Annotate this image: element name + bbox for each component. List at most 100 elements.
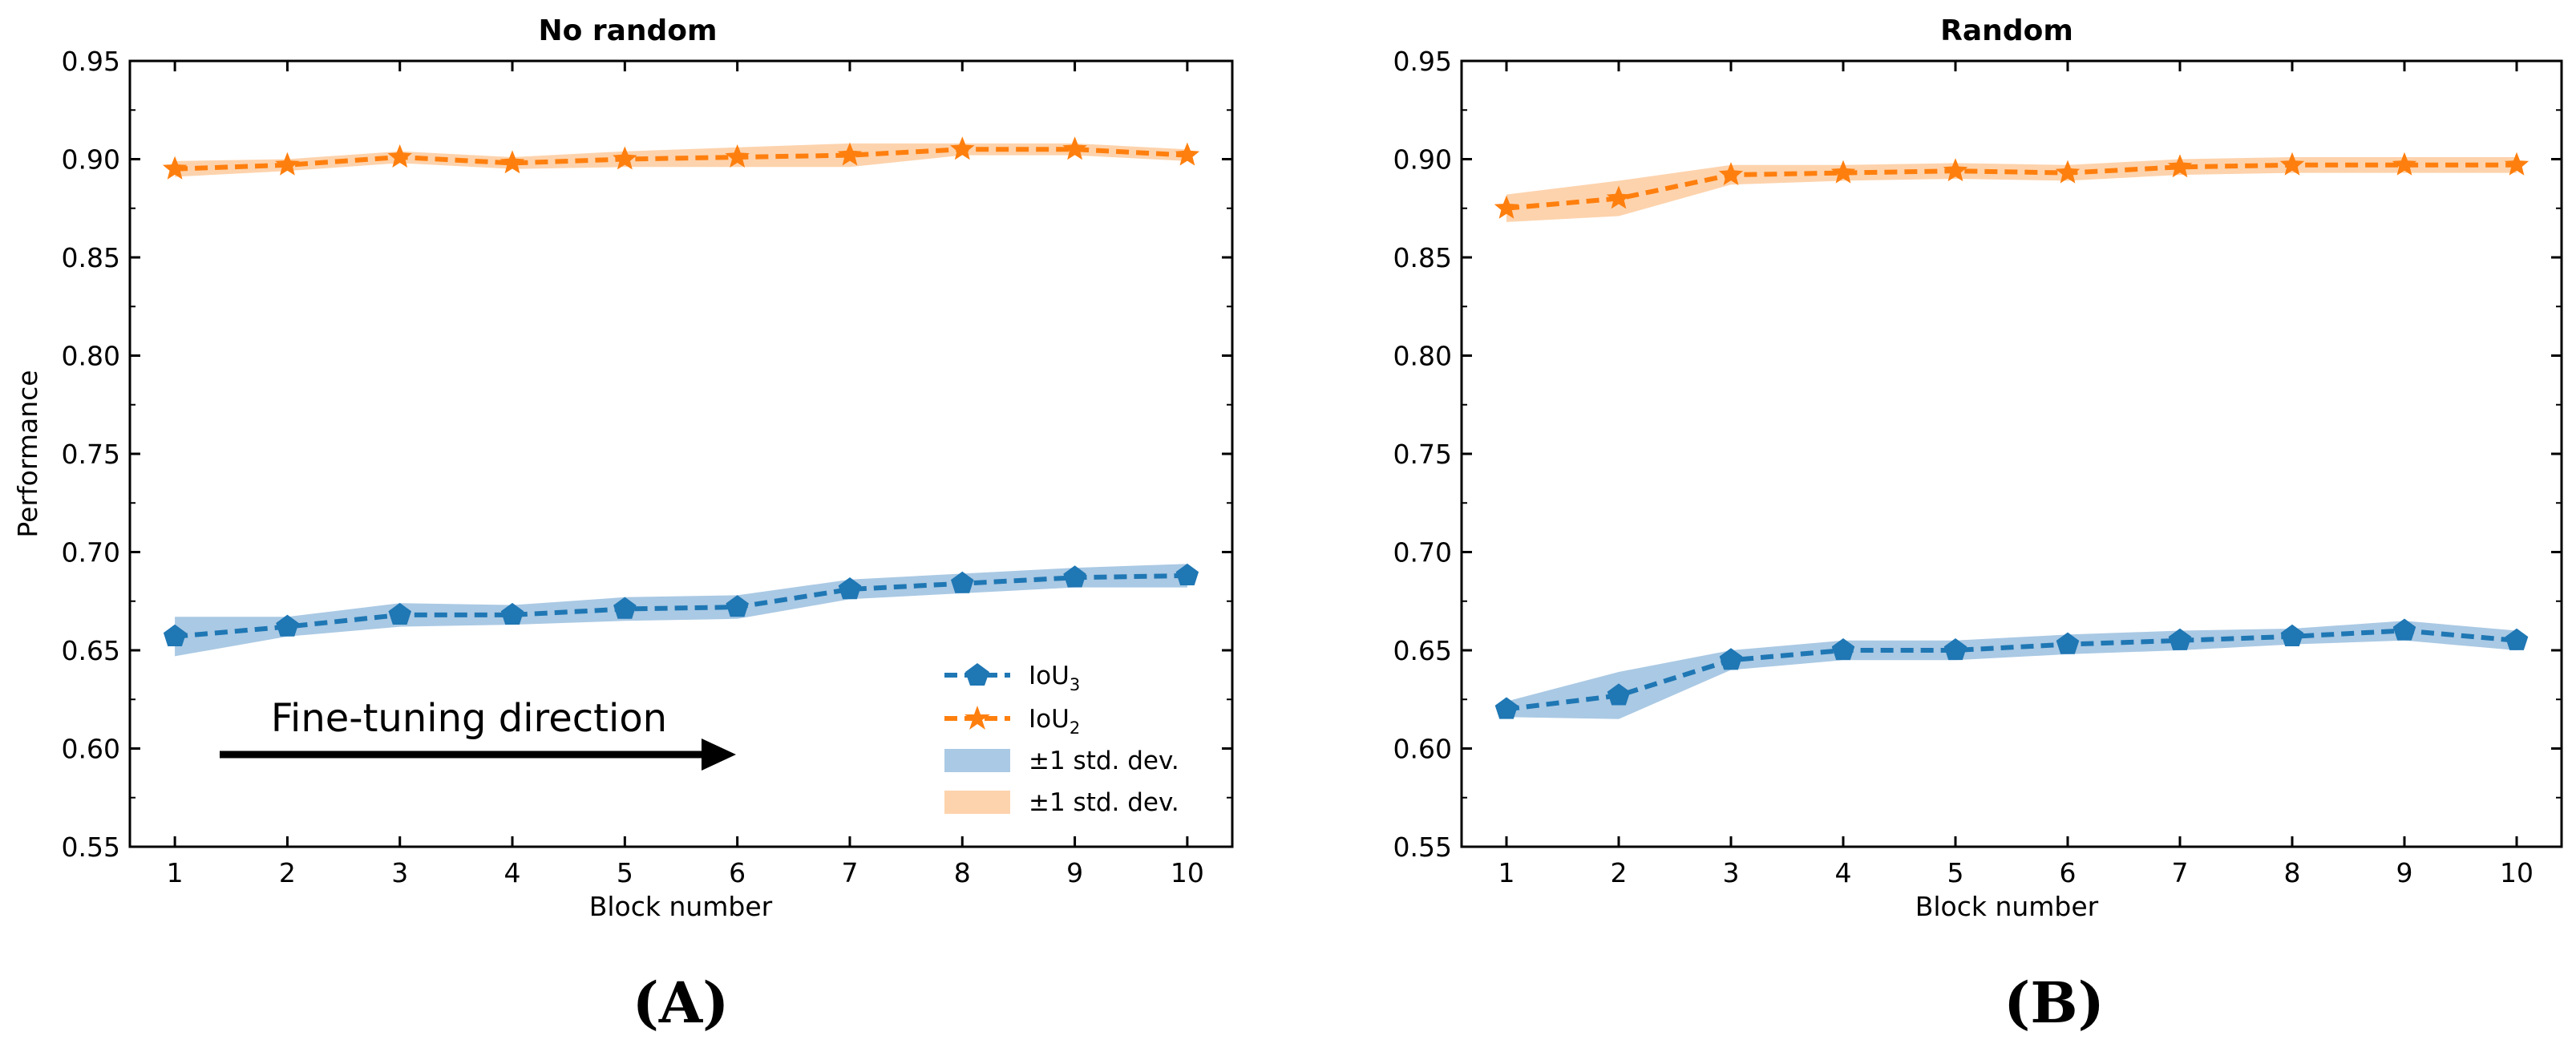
- legend-label-iou3: IoU3: [1029, 662, 1080, 694]
- legend-label-std-orange: ±1 std. dev.: [1029, 788, 1179, 817]
- x-tick-label: 5: [617, 857, 633, 888]
- y-tick-label: 0.65: [62, 635, 120, 666]
- pentagon-marker: [1175, 563, 1199, 585]
- pentagon-marker: [500, 602, 524, 625]
- star-marker: [275, 152, 300, 176]
- x-tick-label: 5: [1947, 857, 1964, 888]
- x-tick-label: 1: [1498, 857, 1515, 888]
- legend-label-iou2: IoU2: [1029, 705, 1080, 738]
- chart-title: No random: [538, 14, 717, 47]
- star-marker: [2392, 152, 2417, 176]
- star-marker: [1718, 162, 1744, 185]
- x-tick-label: 1: [167, 857, 184, 888]
- legend-item-iou2: IoU2: [944, 705, 1080, 738]
- legend-subscript: 3: [1070, 675, 1080, 694]
- pentagon-marker: [838, 577, 862, 600]
- star-marker: [613, 146, 637, 170]
- series-line-iou2: [174, 147, 1188, 172]
- y-tick-label: 0.80: [1393, 341, 1452, 372]
- plot-area: 0.55 0.60 0.65 0.70 0.75 0.80 0.85 0.90 0.95 1 2 3 4…: [1393, 46, 2563, 888]
- pentagon-marker: [1719, 648, 1743, 670]
- pentagon-marker: [163, 624, 187, 646]
- pentagon-marker: [726, 595, 749, 617]
- pentagon-marker: [613, 597, 637, 619]
- y-tick-label: 0.70: [1393, 537, 1452, 569]
- pentagon-marker-icon: [965, 663, 989, 686]
- star-marker: [2055, 160, 2081, 184]
- y-tick-label: 0.55: [62, 832, 120, 863]
- x-tick-label: 2: [1611, 857, 1628, 888]
- y-tick-label: 0.80: [62, 341, 120, 372]
- y-tick-label: 0.90: [1393, 144, 1452, 176]
- y-tick-label: 0.95: [1393, 46, 1452, 77]
- chart-no-random: No random Block number Performance (A) 0…: [12, 14, 1234, 1036]
- panel-label: (A): [633, 969, 730, 1036]
- star-marker: [1606, 185, 1632, 209]
- chart-random: Random Block number (B) 0.55 0.60 0.65 0.70…: [1393, 14, 2563, 1036]
- legend-text: IoU: [1029, 705, 1070, 734]
- x-tick-label: 8: [954, 857, 971, 888]
- pentagon-marker: [2505, 628, 2529, 650]
- y-tick-label: 0.75: [62, 439, 120, 470]
- x-tick-label: 4: [1835, 857, 1852, 888]
- plot-area: 0.55 0.60 0.65 0.70 0.75 0.80 0.85 0.90 0.95 1 2 3 4…: [62, 46, 1234, 888]
- pentagon-marker: [388, 602, 411, 625]
- star-marker: [2504, 152, 2529, 176]
- y-tick-label: 0.70: [62, 537, 120, 569]
- star-marker: [387, 144, 412, 168]
- star-marker: [2279, 152, 2305, 176]
- x-tick-label: 7: [841, 857, 858, 888]
- legend-item-std-orange: ±1 std. dev.: [944, 788, 1179, 817]
- star-marker: [499, 150, 525, 174]
- y-tick-label: 0.90: [62, 144, 120, 176]
- y-tick-label: 0.60: [1393, 734, 1452, 765]
- y-axis-label: Performance: [12, 370, 43, 537]
- series-line-iou3: [174, 573, 1187, 639]
- star-marker: [837, 142, 863, 166]
- x-axis-label: Block number: [589, 891, 773, 922]
- legend-subscript: 2: [1070, 718, 1080, 738]
- pentagon-marker: [276, 614, 299, 637]
- pentagon-marker: [1607, 683, 1631, 706]
- x-tick-label: 3: [391, 857, 408, 888]
- fine-tuning-annotation: Fine-tuning direction: [220, 696, 736, 771]
- pentagon-marker: [2168, 628, 2192, 650]
- series-line-iou2: [1506, 162, 2517, 211]
- std-band-iou3: [1506, 621, 2517, 719]
- x-tick-label: 10: [2500, 857, 2534, 888]
- star-marker: [725, 144, 750, 168]
- legend-item-iou3: IoU3: [944, 662, 1080, 694]
- x-tick-label: 6: [2060, 857, 2077, 888]
- chart-title: Random: [1940, 14, 2073, 47]
- legend-item-std-blue: ±1 std. dev.: [944, 747, 1179, 775]
- pentagon-marker: [1494, 697, 1519, 719]
- star-marker: [162, 156, 188, 180]
- y-tick-label: 0.75: [1393, 439, 1452, 470]
- legend-swatch-blue-band: [944, 749, 1010, 772]
- y-tick-label: 0.55: [1393, 832, 1452, 863]
- star-marker: [1494, 195, 1519, 219]
- star-marker: [1175, 142, 1200, 166]
- y-tick-label: 0.65: [1393, 635, 1452, 666]
- y-tick-label: 0.60: [62, 734, 120, 765]
- legend: IoU3 IoU2 ±1 std. dev. ±1 std. dev.: [944, 662, 1179, 817]
- legend-label-std-blue: ±1 std. dev.: [1029, 747, 1179, 775]
- x-tick-label: 9: [2396, 857, 2413, 888]
- x-tick-label: 10: [1171, 857, 1204, 888]
- x-tick-label: 3: [1723, 857, 1740, 888]
- star-marker: [1062, 136, 1087, 160]
- std-band-iou2: [1506, 157, 2517, 222]
- y-tick-label: 0.85: [1393, 242, 1452, 273]
- x-tick-label: 9: [1066, 857, 1083, 888]
- pentagon-marker: [2280, 624, 2304, 646]
- pentagon-marker: [2392, 618, 2416, 641]
- x-tick-label: 6: [729, 857, 746, 888]
- pentagon-marker: [2056, 632, 2080, 654]
- star-marker: [1943, 158, 1968, 182]
- x-tick-label: 7: [2172, 857, 2189, 888]
- legend-swatch-orange-band: [944, 791, 1010, 814]
- x-tick-label: 4: [504, 857, 521, 888]
- pentagon-marker: [1943, 638, 1967, 661]
- x-tick-label: 8: [2284, 857, 2301, 888]
